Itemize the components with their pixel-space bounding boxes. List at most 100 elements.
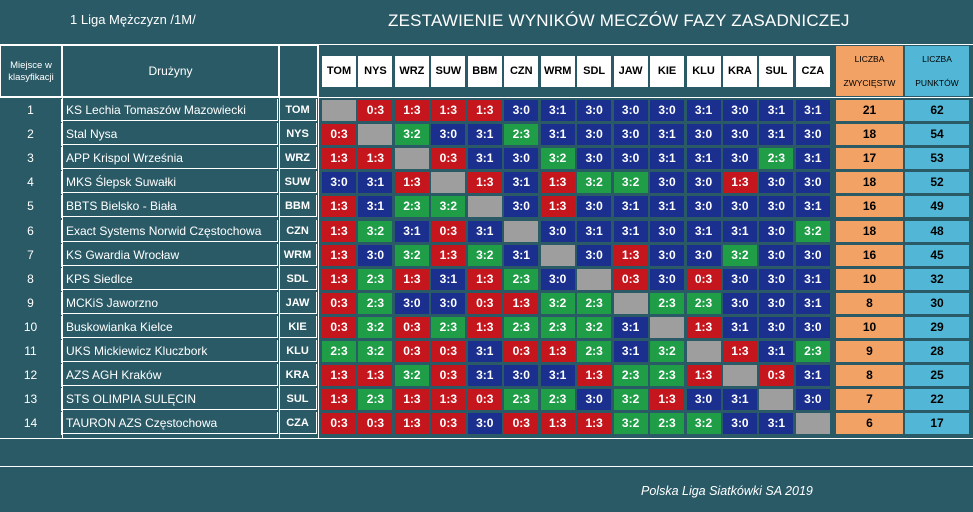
column-header-sdl: SDL bbox=[577, 56, 612, 87]
row-position: 13 bbox=[0, 388, 62, 412]
result-cell: 3:0 bbox=[759, 172, 794, 194]
result-cell: 3:1 bbox=[467, 365, 502, 387]
result-cell: 3:0 bbox=[759, 292, 794, 314]
result-cell: 0:3 bbox=[504, 413, 539, 435]
result-cell: 1:3 bbox=[540, 196, 575, 218]
result-cell: 0:3 bbox=[322, 316, 356, 338]
result-cell: 3:0 bbox=[540, 268, 575, 290]
result-cell: 1:3 bbox=[467, 100, 502, 121]
result-cell: 1:3 bbox=[394, 389, 429, 411]
result-cell: 2:3 bbox=[431, 316, 466, 338]
result-cell: 3:2 bbox=[394, 244, 429, 266]
result-cell: 1:3 bbox=[540, 341, 575, 362]
result-cell: 2:3 bbox=[504, 124, 539, 146]
result-cell: 3:1 bbox=[394, 220, 429, 242]
result-cell: 1:3 bbox=[467, 268, 502, 290]
result-cell: 3:1 bbox=[540, 124, 575, 146]
result-cell: 1:3 bbox=[322, 220, 356, 242]
row-team-name: KPS Siedlce bbox=[62, 267, 278, 290]
result-cell: 0:3 bbox=[431, 365, 466, 387]
result-cell: 2:3 bbox=[759, 148, 794, 170]
result-cell: 3:1 bbox=[613, 341, 648, 362]
result-cell: 3:1 bbox=[722, 220, 757, 242]
result-cell: 3:0 bbox=[577, 100, 612, 121]
result-cell: 1:3 bbox=[322, 268, 356, 290]
row-position: 7 bbox=[0, 243, 62, 267]
result-cell: 3:1 bbox=[358, 172, 393, 194]
row-wins: 21 bbox=[836, 100, 903, 121]
result-cell: 2:3 bbox=[504, 389, 539, 411]
result-cell: 3:0 bbox=[759, 268, 794, 290]
result-cell bbox=[613, 292, 648, 314]
row-team-abbr: CZA bbox=[279, 412, 317, 435]
result-cell: 3:1 bbox=[722, 389, 757, 411]
footer-line bbox=[0, 466, 973, 467]
result-cell: 3:1 bbox=[467, 148, 502, 170]
result-cell: 3:1 bbox=[431, 268, 466, 290]
result-cell: 3:0 bbox=[650, 244, 685, 266]
result-cell: 1:3 bbox=[358, 148, 393, 170]
footer-credit: Polska Liga Siatkówki SA 2019 bbox=[641, 484, 813, 498]
row-wins: 17 bbox=[836, 148, 903, 170]
result-cell: 3:1 bbox=[650, 196, 685, 218]
row-team-name: KS Gwardia Wrocław bbox=[62, 243, 278, 266]
result-cell: 3:0 bbox=[540, 220, 575, 242]
result-cell: 1:3 bbox=[577, 413, 612, 435]
result-cell: 3:2 bbox=[358, 316, 393, 338]
result-cell: 2:3 bbox=[358, 268, 393, 290]
column-header-wrm: WRM bbox=[540, 56, 575, 87]
result-cell: 0:3 bbox=[322, 124, 356, 146]
result-cell: 1:3 bbox=[722, 341, 757, 362]
result-cell: 3:0 bbox=[504, 148, 539, 170]
result-cell: 2:3 bbox=[394, 196, 429, 218]
column-header-kra: KRA bbox=[722, 56, 757, 87]
result-cell: 3:0 bbox=[504, 365, 539, 387]
result-cell: 1:3 bbox=[650, 389, 685, 411]
result-cell: 3:0 bbox=[759, 316, 794, 338]
team-header: Drużyny bbox=[62, 45, 279, 97]
result-cell: 2:3 bbox=[650, 413, 685, 435]
result-cell: 0:3 bbox=[759, 365, 794, 387]
result-cell: 3:1 bbox=[759, 100, 794, 121]
result-cell: 2:3 bbox=[540, 316, 575, 338]
result-cell: 3:0 bbox=[722, 148, 757, 170]
result-cell: 3:2 bbox=[795, 220, 830, 242]
row-points: 17 bbox=[905, 413, 969, 435]
result-cell: 3:0 bbox=[686, 244, 721, 266]
result-cell: 3:0 bbox=[577, 124, 612, 146]
row-team-abbr: WRM bbox=[279, 243, 317, 266]
header-divider bbox=[318, 44, 319, 438]
result-cell: 1:3 bbox=[322, 365, 356, 387]
row-wins: 16 bbox=[836, 196, 903, 218]
result-cell: 1:3 bbox=[394, 413, 429, 435]
result-cell: 3:0 bbox=[722, 196, 757, 218]
row-points: 30 bbox=[905, 292, 969, 314]
result-cell: 1:3 bbox=[394, 172, 429, 194]
result-cell: 3:2 bbox=[394, 124, 429, 146]
result-cell: 3:0 bbox=[795, 172, 830, 194]
row-team-abbr: KIE bbox=[279, 315, 317, 338]
result-cell: 1:3 bbox=[394, 268, 429, 290]
result-cell: 3:2 bbox=[394, 365, 429, 387]
row-position: 12 bbox=[0, 364, 62, 388]
result-cell: 1:3 bbox=[577, 365, 612, 387]
league-name: 1 Liga Mężczyzn /1M/ bbox=[70, 12, 196, 27]
result-cell: 2:3 bbox=[358, 389, 393, 411]
row-position: 5 bbox=[0, 195, 62, 219]
result-cell: 3:1 bbox=[540, 365, 575, 387]
result-cell: 3:2 bbox=[722, 244, 757, 266]
result-cell: 3:1 bbox=[467, 124, 502, 146]
column-header-cza: CZA bbox=[795, 56, 830, 87]
result-cell: 2:3 bbox=[613, 365, 648, 387]
result-cell: 3:0 bbox=[431, 292, 466, 314]
result-cell: 0:3 bbox=[613, 268, 648, 290]
result-cell: 3:0 bbox=[686, 389, 721, 411]
result-cell: 3:1 bbox=[722, 316, 757, 338]
row-team-abbr: JAW bbox=[279, 291, 317, 314]
row-points: 28 bbox=[905, 341, 969, 362]
header-top-line bbox=[0, 44, 973, 45]
result-cell: 3:1 bbox=[759, 341, 794, 362]
row-team-name: Buskowianka Kielce bbox=[62, 315, 278, 338]
row-wins: 8 bbox=[836, 292, 903, 314]
